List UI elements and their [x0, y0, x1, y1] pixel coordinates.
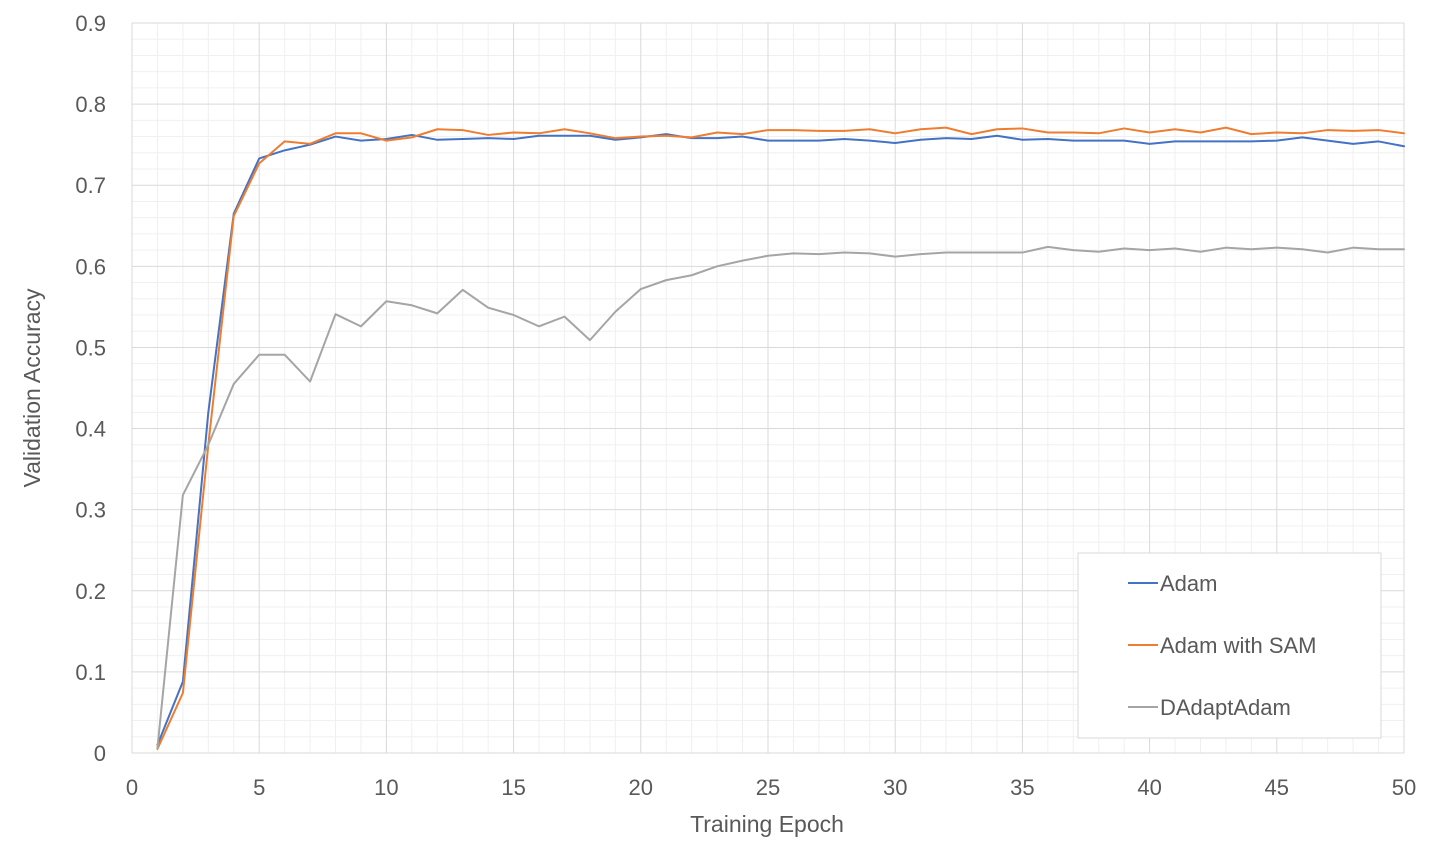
legend-item-dadaptadam: DAdaptAdam — [1128, 695, 1291, 720]
legend-label-dadaptadam: DAdaptAdam — [1160, 695, 1291, 720]
y-tick-label: 0.1 — [75, 660, 106, 685]
x-tick-label: 35 — [1010, 775, 1034, 800]
y-tick-label: 0.7 — [75, 173, 106, 198]
x-tick-label: 30 — [883, 775, 907, 800]
y-tick-label: 0.4 — [75, 417, 106, 442]
y-tick-label: 0.5 — [75, 335, 106, 360]
legend: Adam Adam with SAM DAdaptAdam — [1077, 552, 1382, 739]
x-tick-label: 10 — [374, 775, 398, 800]
x-tick-label: 40 — [1137, 775, 1161, 800]
y-axis-ticks: 0 0.1 0.2 0.3 0.4 0.5 0.6 0.7 0.8 0.9 — [75, 11, 106, 766]
y-tick-label: 0.8 — [75, 92, 106, 117]
y-tick-label: 0.2 — [75, 579, 106, 604]
legend-label-adam: Adam — [1160, 571, 1217, 596]
series-adam-with-sam — [156, 126, 1405, 750]
x-tick-label: 5 — [253, 775, 265, 800]
major-gridlines — [131, 22, 1405, 754]
legend-item-adam: Adam — [1128, 571, 1217, 596]
x-tick-label: 20 — [629, 775, 653, 800]
x-tick-label: 0 — [126, 775, 138, 800]
series-line-dadaptadam — [156, 245, 1405, 750]
x-tick-label: 15 — [501, 775, 525, 800]
x-tick-label: 50 — [1392, 775, 1416, 800]
y-tick-label: 0 — [94, 741, 106, 766]
legend-item-adam-with-sam: Adam with SAM — [1128, 633, 1317, 658]
legend-label-adam-with-sam: Adam with SAM — [1160, 633, 1317, 658]
y-tick-label: 0.6 — [75, 254, 106, 279]
x-axis-title: Training Epoch — [690, 811, 844, 837]
series-line-adam-with-sam — [156, 126, 1405, 750]
series-dadaptadam — [156, 245, 1405, 750]
series-layer — [156, 126, 1405, 750]
x-tick-label: 25 — [756, 775, 780, 800]
y-axis-title: Validation Accuracy — [19, 288, 45, 488]
y-tick-label: 0.9 — [75, 11, 106, 36]
x-axis-ticks: 0 5 10 15 20 25 30 35 40 45 50 — [126, 775, 1416, 800]
x-tick-label: 45 — [1265, 775, 1289, 800]
series-line-adam — [156, 133, 1405, 746]
y-tick-label: 0.3 — [75, 498, 106, 523]
series-adam — [156, 133, 1405, 746]
